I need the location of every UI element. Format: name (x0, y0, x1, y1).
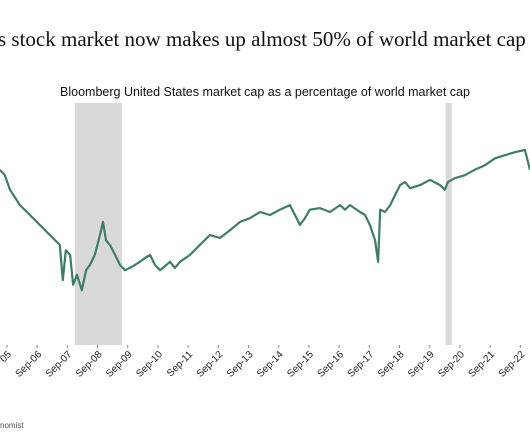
plot-area (0, 103, 530, 345)
x-tick-label: Sep-14 (255, 349, 286, 380)
x-tick-label: Sep-21 (467, 349, 498, 380)
x-tick-label: Sep-09 (104, 349, 135, 380)
x-tick-label: Sep-22 (497, 349, 528, 380)
x-tick-label: Sep-18 (376, 349, 407, 380)
x-tick-label: Sep-20 (436, 349, 467, 380)
chart-title: s stock market now makes up almost 50% o… (0, 27, 526, 51)
data-line (0, 148, 530, 292)
x-tick-label: Sep-13 (225, 349, 256, 380)
x-tick-label: Sep-10 (134, 349, 165, 380)
x-tick-label: Sep-12 (195, 349, 226, 380)
chart-subtitle: Bloomberg United States market cap as a … (60, 85, 470, 99)
shaded-period (445, 103, 452, 345)
x-tick-label: 05 (0, 349, 14, 365)
x-tick-label: Sep-15 (285, 349, 316, 380)
source: nomist (0, 421, 24, 430)
x-tick-label: Sep-06 (14, 349, 45, 380)
x-tick-label: Sep-19 (406, 349, 437, 380)
x-tick-label: Sep-17 (346, 349, 377, 380)
shaded-period (74, 103, 123, 345)
x-tick-label: Sep-08 (74, 349, 105, 380)
x-tick-label: Sep-11 (165, 349, 195, 379)
x-tick-label: Sep-16 (316, 349, 347, 380)
x-tick-label: Sep-07 (44, 349, 75, 380)
